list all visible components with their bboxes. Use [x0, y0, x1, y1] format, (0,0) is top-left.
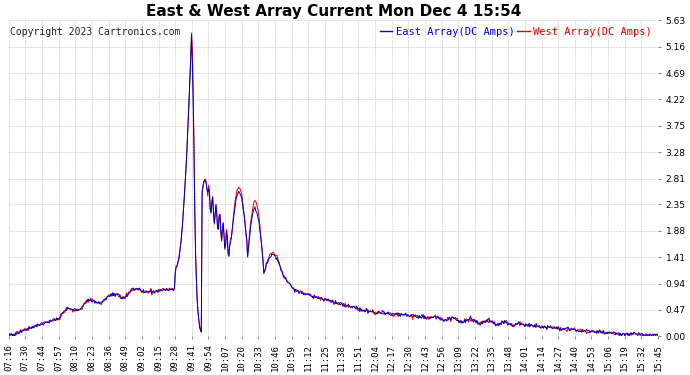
Text: Copyright 2023 Cartronics.com: Copyright 2023 Cartronics.com — [10, 27, 180, 37]
Legend: East Array(DC Amps), West Array(DC Amps): East Array(DC Amps), West Array(DC Amps) — [379, 26, 653, 38]
Title: East & West Array Current Mon Dec 4 15:54: East & West Array Current Mon Dec 4 15:5… — [146, 4, 521, 19]
